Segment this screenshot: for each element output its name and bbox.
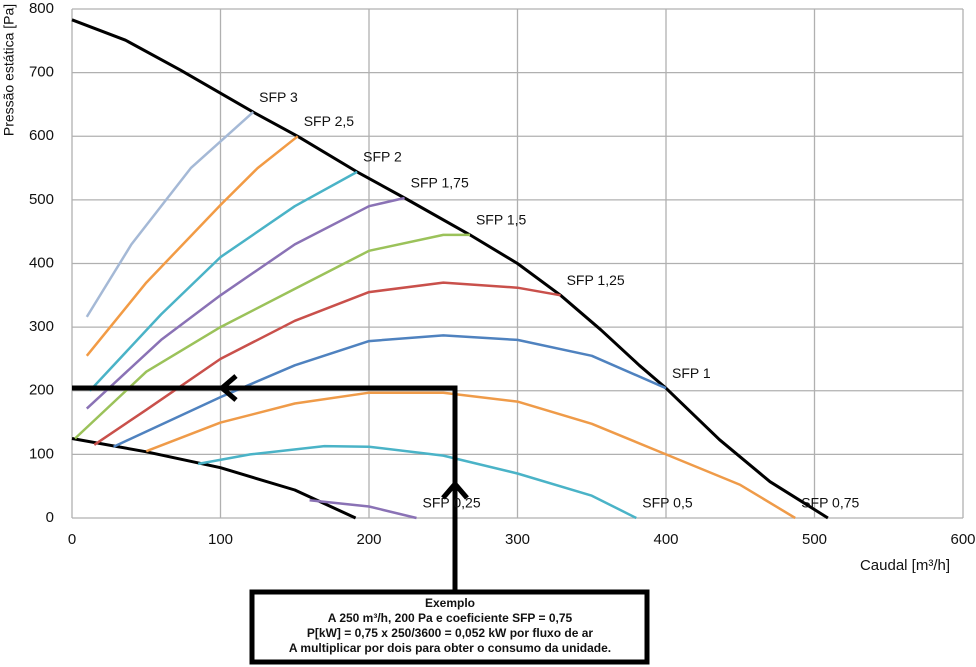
curve-label: SFP 3 xyxy=(259,89,298,105)
y-tick-label: 500 xyxy=(29,191,54,208)
example-line: A 250 m³/h, 200 Pa e coeficiente SFP = 0… xyxy=(328,611,573,625)
x-tick-label: 500 xyxy=(802,531,827,548)
x-tick-label: 300 xyxy=(505,531,530,548)
curve xyxy=(113,334,667,448)
curve xyxy=(309,498,417,520)
y-tick-label: 200 xyxy=(29,382,54,399)
arrow-head xyxy=(441,480,469,500)
example-arrow xyxy=(72,374,469,592)
curve xyxy=(85,135,299,357)
curve-label: SFP 1,25 xyxy=(567,272,625,288)
curve xyxy=(74,233,470,440)
x-tick-label: 100 xyxy=(208,531,233,548)
example-title: Exemplo xyxy=(425,596,475,610)
x-axis-title: Caudal [m³/h] xyxy=(860,557,950,574)
curves xyxy=(71,18,829,520)
curve xyxy=(197,444,637,520)
curve xyxy=(145,391,796,520)
curve xyxy=(93,281,561,446)
curve-label: SFP 0,5 xyxy=(642,495,693,511)
curve-label: SFP 1,5 xyxy=(476,212,527,228)
example-box xyxy=(249,589,650,665)
x-tick-label: 200 xyxy=(356,531,381,548)
y-axis-title: Pressão estática [Pa] xyxy=(1,4,17,136)
y-tick-label: 600 xyxy=(29,127,54,144)
curve xyxy=(88,170,358,392)
curve-label: SFP 0,25 xyxy=(423,495,481,511)
example-line: P[kW] = 0,75 x 250/3600 = 0,052 kW por f… xyxy=(307,626,593,640)
curve-label: SFP 1 xyxy=(672,365,711,381)
curve-label: SFP 1,75 xyxy=(411,175,469,191)
example-line: A multiplicar por dois para obter o cons… xyxy=(289,641,611,655)
arrow-path xyxy=(72,385,458,592)
curve xyxy=(71,437,357,520)
x-tick-label: 400 xyxy=(653,531,678,548)
curve-label: SFP 0,75 xyxy=(801,495,859,511)
x-tick-label: 600 xyxy=(950,531,975,548)
y-tick-label: 400 xyxy=(29,254,54,271)
curve xyxy=(71,18,829,520)
curve-label: SFP 2 xyxy=(363,149,402,165)
y-tick-label: 300 xyxy=(29,318,54,335)
curve xyxy=(85,196,405,410)
arrow-head xyxy=(218,374,238,402)
x-tick-label: 0 xyxy=(68,531,76,548)
y-tick-label: 800 xyxy=(29,0,54,17)
y-tick-label: 700 xyxy=(29,64,54,81)
y-tick-label: 100 xyxy=(29,445,54,462)
y-tick-label: 0 xyxy=(46,509,54,526)
curve xyxy=(85,111,255,318)
curve-label: SFP 2,5 xyxy=(304,113,355,129)
